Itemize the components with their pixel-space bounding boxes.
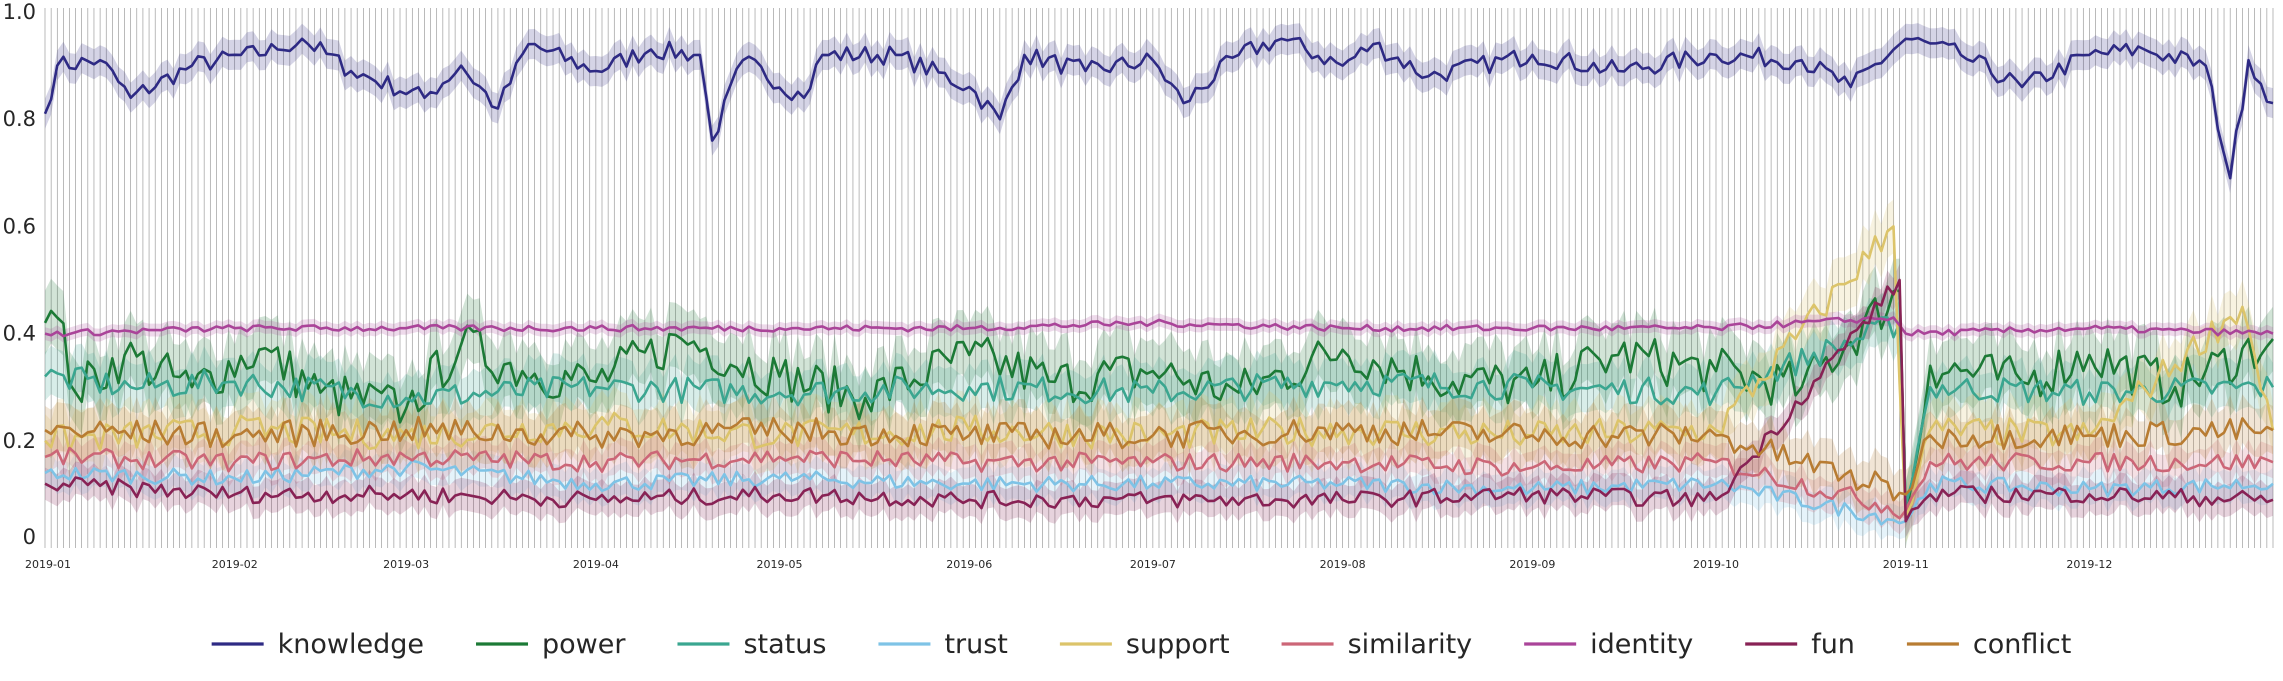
confidence-bands [45, 23, 2273, 548]
band-identity [45, 311, 2273, 343]
y-tick-label: 0.4 [3, 322, 36, 346]
x-tick-label: 2019-02 [212, 558, 258, 571]
legend-item-power: power [476, 629, 626, 660]
legend-item-fun: fun [1745, 629, 1855, 660]
line-fun [44, 278, 2274, 523]
legend-item-support: support [1059, 629, 1230, 660]
line-trust [44, 459, 2274, 526]
legend-item-knowledge: knowledge [211, 629, 424, 660]
x-tick-label: 2019-03 [383, 558, 429, 571]
legend-label: knowledge [278, 629, 424, 660]
band-fun [45, 263, 2273, 538]
y-tick-label: 0.8 [3, 107, 36, 131]
y-tick-label: 0.2 [3, 429, 36, 453]
x-axis: 2019-01 2019-02 2019-03 2019-04 2019-05 2019-… [25, 558, 2112, 571]
legend-label: power [542, 629, 626, 660]
x-tick-label: 2019-08 [1320, 558, 1366, 571]
legend-label: support [1126, 629, 1230, 660]
band-conflict [45, 393, 2273, 525]
band-trust [45, 444, 2273, 541]
x-tick-label: 2019-04 [573, 558, 619, 571]
series-lines [43, 36, 2275, 526]
x-tick-label: 2019-06 [946, 558, 992, 571]
band-knowledge [45, 23, 2273, 194]
line-knowledge [43, 36, 2274, 180]
legend: knowledge power status trust support similari… [211, 629, 2071, 660]
x-tick-label: 2019-12 [2066, 558, 2112, 571]
legend-item-conflict: conflict [1906, 629, 2071, 660]
x-tick-label: 2019-11 [1883, 558, 1929, 571]
legend-label: status [743, 629, 826, 660]
legend-item-identity: identity [1524, 629, 1693, 660]
band-power [45, 258, 2273, 548]
y-tick-label: 0.6 [3, 214, 36, 238]
x-tick-label: 2019-07 [1130, 558, 1176, 571]
band-support [45, 199, 2273, 543]
legend-label: fun [1811, 629, 1855, 660]
legend-label: similarity [1348, 629, 1473, 660]
band-status [45, 293, 2273, 530]
x-tick-label: 2019-01 [25, 558, 71, 571]
x-tick-label: 2019-05 [757, 558, 803, 571]
band-similarity [45, 431, 2273, 535]
y-axis: 0 0.2 0.4 0.6 0.8 1.0 [3, 0, 36, 549]
legend-label: trust [944, 629, 1007, 660]
line-conflict [44, 415, 2274, 502]
legend-item-trust: trust [878, 629, 1008, 660]
line-similarity [44, 446, 2274, 520]
y-tick-label: 1.0 [3, 0, 36, 24]
y-tick-label: 0 [23, 525, 36, 549]
legend-label: conflict [1973, 629, 2071, 660]
legend-label: identity [1590, 629, 1693, 660]
legend-item-similarity: similarity [1281, 629, 1473, 660]
legend-item-status: status [677, 629, 826, 660]
x-tick-label: 2019-10 [1693, 558, 1739, 571]
x-tick-label: 2019-09 [1509, 558, 1555, 571]
